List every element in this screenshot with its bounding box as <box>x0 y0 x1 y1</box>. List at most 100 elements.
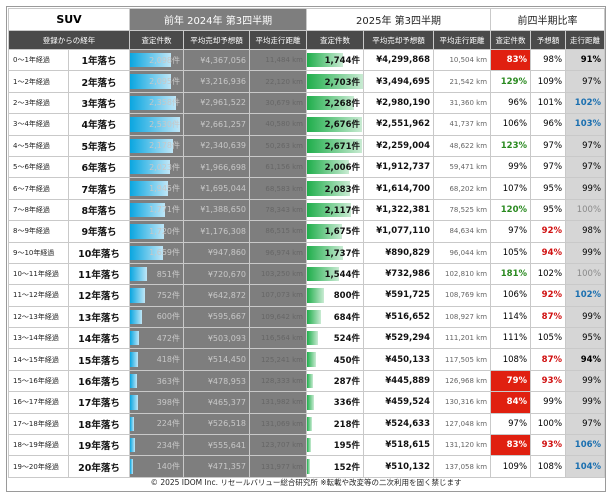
cur-count: 2,676件 <box>306 113 364 136</box>
prev-km: 103,250 km <box>249 262 307 286</box>
ratio-km: 103% <box>565 113 606 136</box>
age-label: 12年落ち <box>68 284 130 307</box>
count-bar <box>130 138 173 153</box>
cur-km: 96,044 km <box>432 241 492 264</box>
cur-km: 127,048 km <box>432 412 492 436</box>
ratio-price: 98% <box>530 48 567 72</box>
count-value: 2,023件 <box>149 162 180 172</box>
table-row: 9～10年経過 10年落ち 1,659件 ¥947,860 96,974 km 1,737… <box>8 241 606 264</box>
cur-km: 126,968 km <box>432 369 492 393</box>
years-elapsed: 8～9年経過 <box>8 220 69 243</box>
cur-price: ¥510,132 <box>363 455 434 478</box>
count-bar <box>307 74 363 89</box>
count-bar <box>130 159 170 175</box>
age-label: 11年落ち <box>68 262 130 286</box>
table-row: 8～9年経過 9年落ち 1,720件 ¥1,176,308 86,515 km 1,675… <box>8 220 606 243</box>
years-elapsed: 6～7年経過 <box>8 177 69 200</box>
cur-km: 41,737 km <box>432 113 492 136</box>
count-bar <box>130 95 177 111</box>
prev-count: 418件 <box>129 348 184 371</box>
count-value: 600件 <box>156 312 180 322</box>
count-value: 800件 <box>333 291 360 302</box>
prev-count: 600件 <box>129 305 184 329</box>
count-bar <box>130 395 138 410</box>
prev-price: ¥2,961,522 <box>183 91 250 115</box>
table-row: 3～4年経過 4年落ち 2,530件 ¥2,661,257 40,580 km 2,676… <box>8 113 606 136</box>
count-bar <box>307 159 349 175</box>
age-label: 8年落ち <box>68 198 130 222</box>
prev-count: 1,659件 <box>129 241 184 264</box>
prev-km: 86,515 km <box>249 220 307 243</box>
ratio-price: 93% <box>530 369 567 393</box>
years-elapsed: 2～3年経過 <box>8 91 69 115</box>
prev-km: 131,069 km <box>249 412 307 436</box>
ratio-price: 94% <box>530 241 567 264</box>
cur-count: 1,544件 <box>306 262 364 286</box>
count-bar <box>307 373 313 389</box>
count-bar <box>307 245 343 260</box>
ratio-count: 105% <box>490 241 532 264</box>
prev-km: 128,333 km <box>249 369 307 393</box>
count-value: 336件 <box>333 398 360 409</box>
age-label: 1年落ち <box>68 48 130 72</box>
ratio-price: 102% <box>530 262 567 286</box>
ratio-km: 102% <box>565 284 606 307</box>
count-value: 2,006件 <box>324 163 360 174</box>
cur-km: 111,201 km <box>432 327 492 350</box>
ratio-price: 95% <box>530 198 567 222</box>
age-label: 4年落ち <box>68 113 130 136</box>
prev-count: 472件 <box>129 327 184 350</box>
table-row: 7～8年経過 8年落ち 1,771件 ¥1,388,650 78,343 km 2,117… <box>8 198 606 222</box>
cur-count: 336件 <box>306 391 364 414</box>
table-row: 11～12年経過 12年落ち 752件 ¥642,872 107,073 km 800件 ¥… <box>8 284 606 307</box>
prev-count: 2,023件 <box>129 155 184 179</box>
ratio-count: 111% <box>490 327 532 350</box>
count-bar <box>130 74 172 89</box>
count-value: 2,671件 <box>324 141 360 152</box>
years-elapsed: 12～13年経過 <box>8 305 69 329</box>
ratio-count: 108% <box>490 348 532 371</box>
prev-km: 96,974 km <box>249 241 307 264</box>
count-value: 234件 <box>156 440 180 450</box>
years-elapsed: 16～17年経過 <box>8 391 69 414</box>
ratio-count: 120% <box>490 198 532 222</box>
ratio-km: 91% <box>565 48 606 72</box>
ratio-count: 97% <box>490 220 532 243</box>
years-elapsed: 14～15年経過 <box>8 348 69 371</box>
count-value: 363件 <box>156 376 180 386</box>
col-prev-km: 平均走行距離 <box>249 30 307 50</box>
count-bar <box>307 331 318 346</box>
ratio-price: 96% <box>530 113 567 136</box>
cur-km: 48,622 km <box>432 134 492 157</box>
count-value: 752件 <box>156 290 180 300</box>
cur-price: ¥890,829 <box>363 241 434 264</box>
count-bar <box>130 202 165 218</box>
cur-price: ¥2,259,004 <box>363 134 434 157</box>
col-ratio-price: 予想額 <box>530 30 567 50</box>
table-row: 18～19年経過 19年落ち 234件 ¥555,641 123,707 km 195件 ¥… <box>8 434 606 457</box>
table-row: 15～16年経過 16年落ち 363件 ¥478,953 128,333 km 287件 ¥… <box>8 369 606 393</box>
count-value: 1,744件 <box>324 56 360 67</box>
ratio-count: 107% <box>490 177 532 200</box>
prev-count: 1,771件 <box>129 198 184 222</box>
count-value: 1,737件 <box>324 248 360 259</box>
count-bar <box>130 309 142 325</box>
count-value: 1,945件 <box>149 184 180 194</box>
count-bar <box>307 416 312 432</box>
cur-count: 1,675件 <box>306 220 364 243</box>
ratio-km: 99% <box>565 241 606 264</box>
ratio-price: 105% <box>530 327 567 350</box>
header-row-top: SUV 前年 2024年 第3四半期 2025年 第3四半期 前四半期比率 <box>8 8 606 31</box>
prev-count: 224件 <box>129 412 184 436</box>
cur-count: 2,083件 <box>306 177 364 200</box>
cur-price: ¥524,633 <box>363 412 434 436</box>
table-row: 1～2年経過 2年落ち 2,095件 ¥3,216,936 22,120 km 2,703… <box>8 70 606 93</box>
col-prev-price: 平均売却予想額 <box>183 30 250 50</box>
ratio-count: 106% <box>490 284 532 307</box>
prev-year-title: 前年 2024年 第3四半期 <box>129 8 307 31</box>
count-bar <box>130 373 138 389</box>
current-year-title: 2025年 第3四半期 <box>305 8 492 31</box>
prev-km: 131,977 km <box>249 455 307 478</box>
count-value: 1,675件 <box>324 227 360 238</box>
prev-km: 22,120 km <box>249 70 307 93</box>
